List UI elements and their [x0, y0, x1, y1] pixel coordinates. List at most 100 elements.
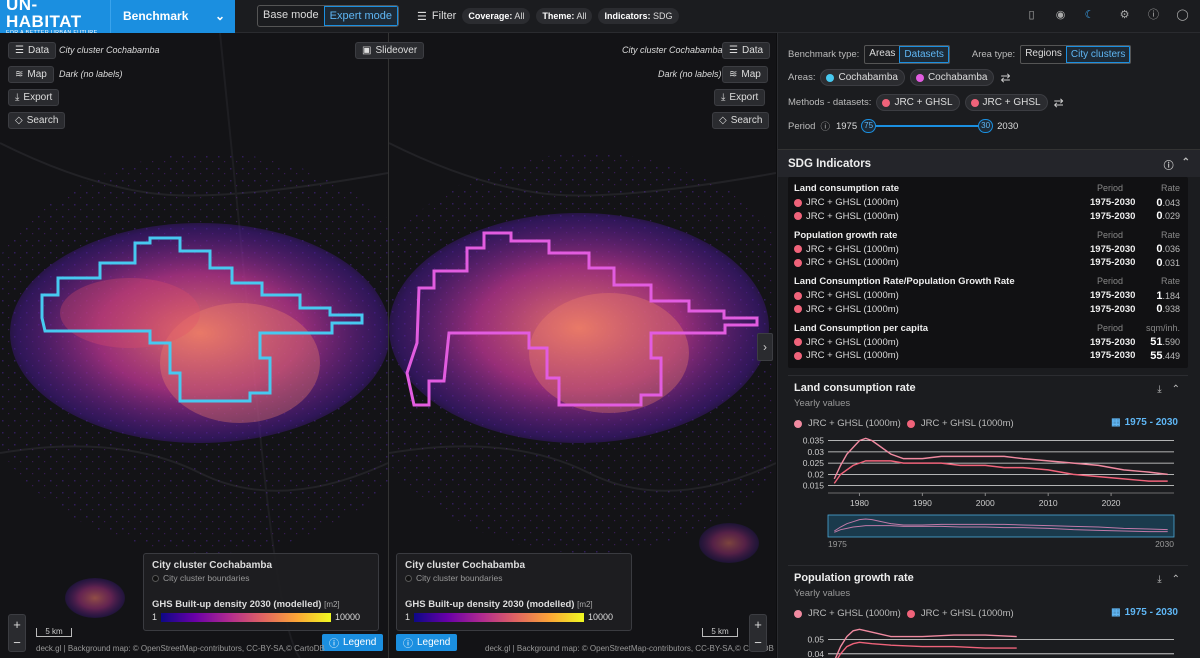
range-brush[interactable] [827, 514, 1175, 538]
method-pill-2[interactable]: JRC + GHSL [964, 94, 1048, 111]
indicator-period: 1975-2030 [1090, 210, 1136, 222]
zoom-control-right[interactable]: + − [749, 614, 767, 652]
zoom-in-icon[interactable]: + [754, 616, 762, 632]
chart-subtitle: Yearly values [794, 398, 851, 409]
chevron-up-icon[interactable]: ⌃ [1171, 384, 1180, 395]
value-int: 0 [1156, 243, 1163, 255]
app-title-dropdown[interactable]: Benchmark ⌄ [110, 0, 235, 33]
period-column-header: Period [1097, 183, 1124, 193]
map-right[interactable]: ▣ Slideover City cluster Cochabamba ☰ Data… [355, 33, 776, 658]
benchmark-type-toggle: Areas Datasets [864, 45, 950, 64]
chevron-up-icon[interactable]: ⌃ [1181, 157, 1190, 168]
export-button-right[interactable]: ⤓ Export [714, 89, 766, 106]
currency-icon[interactable]: ◉ [1055, 9, 1066, 21]
city-clusters-option[interactable]: City clusters [1065, 46, 1131, 63]
info-icon[interactable]: ⓘ [820, 122, 830, 133]
population-growth-chart[interactable]: 0.05 0.04 [788, 621, 1188, 658]
period-slider-start-handle[interactable]: 75 [861, 119, 877, 133]
moon-icon[interactable]: ☾ [1084, 9, 1095, 21]
chart-range-button[interactable]: ▦ 1975 - 2030 [1111, 417, 1178, 428]
method-color-dot [794, 291, 802, 300]
mode-toggle: Base mode Expert mode [257, 5, 400, 27]
zoom-out-icon[interactable]: − [13, 634, 21, 650]
download-icon[interactable]: ⤓ [1157, 384, 1162, 395]
data-button-label: Data [741, 45, 764, 56]
method-color-dot [794, 198, 802, 207]
swap-icon[interactable]: ⇄ [1000, 70, 1011, 85]
map-button-left[interactable]: ≋ Map [8, 66, 54, 83]
slideover-button[interactable]: ▣ Slideover [355, 42, 425, 59]
regions-option[interactable]: Regions [1025, 48, 1062, 59]
base-mode-button[interactable]: Base mode [263, 9, 319, 21]
method-pill-1[interactable]: JRC + GHSL [876, 94, 960, 111]
y-tick-label: 0.05 [807, 634, 824, 644]
indicator-period: 1975-2030 [1090, 257, 1136, 268]
slideover-label: Slideover [375, 45, 418, 56]
y-tick-label: 0.025 [803, 458, 825, 468]
layout-icon[interactable]: ▯ [1028, 9, 1035, 21]
zoom-in-icon[interactable]: + [13, 616, 21, 632]
chart-range-button[interactable]: ▦ 1975 - 2030 [1111, 607, 1178, 618]
indicators-chip[interactable]: Indicators: SDG [598, 8, 679, 24]
info-icon[interactable]: ⓘ [1163, 161, 1174, 172]
download-icon[interactable]: ⤓ [1157, 574, 1162, 585]
settings-sliders-icon[interactable]: ⚙ [1119, 9, 1130, 21]
areas-option[interactable]: Areas [869, 48, 896, 59]
chart-title: Population growth rate [794, 572, 914, 584]
map-button-right[interactable]: ≋ Map [722, 66, 768, 83]
chevron-up-icon[interactable]: ⌃ [1171, 574, 1180, 585]
data-button-left[interactable]: ☰ Data [8, 42, 57, 59]
legend-layer: GHS Built-up density 2030 (modelled) [m2… [405, 599, 623, 610]
info-icon[interactable]: ⓘ [1148, 9, 1159, 21]
zoom-control-left[interactable]: + − [8, 614, 26, 652]
brush-end-label: 2030 [1155, 539, 1174, 549]
map-left[interactable]: ☰ Data City cluster Cochabamba ≋ Map Dark … [0, 33, 388, 658]
indicator-method: JRC + GHSL (1000m) [806, 210, 899, 222]
search-button-right[interactable]: ◇ Search [712, 112, 770, 129]
indicator-value: 1.184 [1156, 290, 1180, 302]
indicator-method: JRC + GHSL (1000m) [806, 257, 899, 268]
map-button-label: Map [27, 69, 47, 80]
value-int: 0 [1156, 210, 1163, 222]
attribution-right: deck.gl | Background map: © OpenStreetMa… [485, 644, 774, 653]
legend-button-right[interactable]: ⓘ Legend [396, 634, 458, 651]
indicator-title: Population growth rate [794, 229, 898, 241]
brush-series-line [834, 525, 1168, 533]
layers-icon: ≋ [15, 69, 24, 80]
legend-max: 10000 [335, 612, 361, 622]
period-slider-end-handle[interactable]: 30 [978, 119, 994, 133]
method-name: JRC + GHSL [982, 97, 1041, 108]
zoom-out-icon[interactable]: − [754, 634, 762, 650]
export-button-left[interactable]: ⤓ Export [8, 89, 60, 106]
chevron-right-icon[interactable]: › [757, 333, 773, 361]
method-color-dot [970, 98, 979, 107]
y-tick-label: 0.03 [807, 447, 824, 457]
filter-button[interactable]: ☰ Filter [417, 10, 456, 23]
brush-start-label: 1975 [828, 539, 847, 549]
data-button-right[interactable]: ☰ Data [722, 42, 771, 59]
swap-icon[interactable]: ⇄ [1053, 95, 1064, 110]
sdg-indicators-title: SDG Indicators [788, 157, 872, 170]
legend-unit: [m2] [577, 600, 593, 609]
indicator-method: JRC + GHSL (1000m) [806, 197, 899, 208]
area-pill-1[interactable]: Cochabamba [820, 69, 905, 86]
chip-key: Indicators: [604, 11, 651, 21]
area-pill-2[interactable]: Cochabamba [909, 69, 995, 86]
database-icon: ☰ [729, 45, 738, 56]
datasets-option[interactable]: Datasets [899, 46, 949, 63]
theme-chip[interactable]: Theme: All [536, 8, 593, 24]
x-tick-label: 2010 [1039, 498, 1058, 508]
download-icon: ⤓ [721, 92, 726, 103]
un-habitat-logo[interactable]: UN-HABITAT FOR A BETTER URBAN FUTURE [0, 0, 110, 36]
period-slider[interactable]: 75 30 [861, 119, 994, 133]
user-icon[interactable]: ◯ [1176, 9, 1189, 21]
search-button-left[interactable]: ◇ Search [8, 112, 66, 129]
value-dec: .036 [1162, 244, 1180, 254]
filter-label: Filter [431, 10, 457, 22]
attribution-left: deck.gl | Background map: © OpenStreetMa… [36, 644, 325, 653]
sdg-indicators-header[interactable]: SDG Indicators ⓘ ⌃ [778, 149, 1200, 177]
coverage-chip[interactable]: Coverage: All [462, 8, 531, 24]
expert-mode-button[interactable]: Expert mode [323, 6, 399, 26]
legend-button-left[interactable]: ⓘ Legend [322, 634, 384, 651]
